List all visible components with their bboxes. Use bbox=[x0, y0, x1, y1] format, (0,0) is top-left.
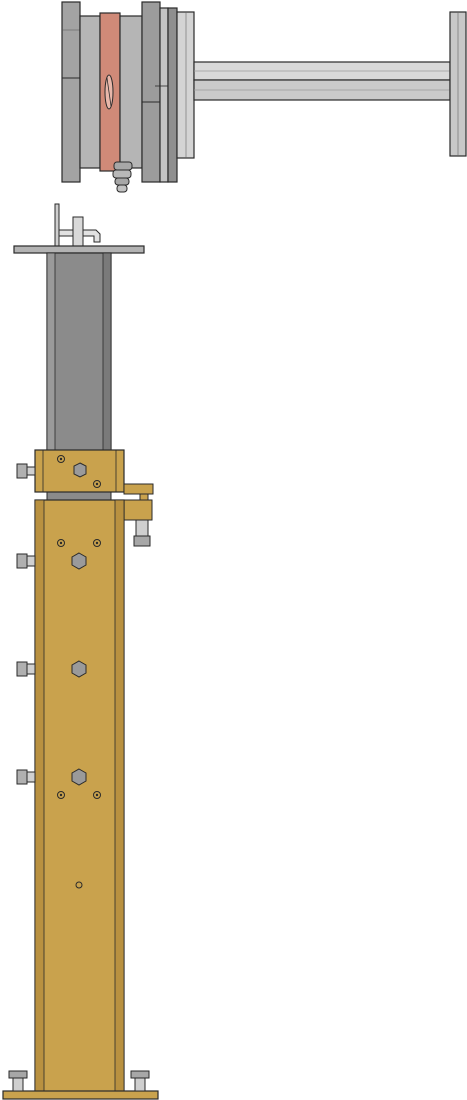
shaft-mount-plate bbox=[176, 11, 195, 159]
right-flange-3 bbox=[167, 7, 178, 183]
right-flange-2 bbox=[159, 7, 169, 183]
support-column bbox=[2, 203, 159, 1100]
side-bolts bbox=[16, 553, 36, 785]
inner-column-tube bbox=[46, 252, 112, 454]
leveling-feet bbox=[8, 1070, 150, 1092]
right-hub bbox=[119, 15, 143, 169]
column-base-plate bbox=[2, 1090, 159, 1100]
upper-assembly bbox=[61, 1, 467, 193]
top-angle-bracket bbox=[54, 203, 101, 257]
right-flange-1 bbox=[141, 1, 161, 183]
outer-column bbox=[34, 499, 125, 1093]
column-top-plate bbox=[13, 245, 145, 254]
height-clamp-collar bbox=[16, 449, 154, 547]
column-fasteners bbox=[57, 539, 101, 889]
left-outer-flange bbox=[61, 1, 81, 183]
left-hub bbox=[79, 15, 101, 169]
drain-valve-fitting bbox=[112, 161, 133, 193]
